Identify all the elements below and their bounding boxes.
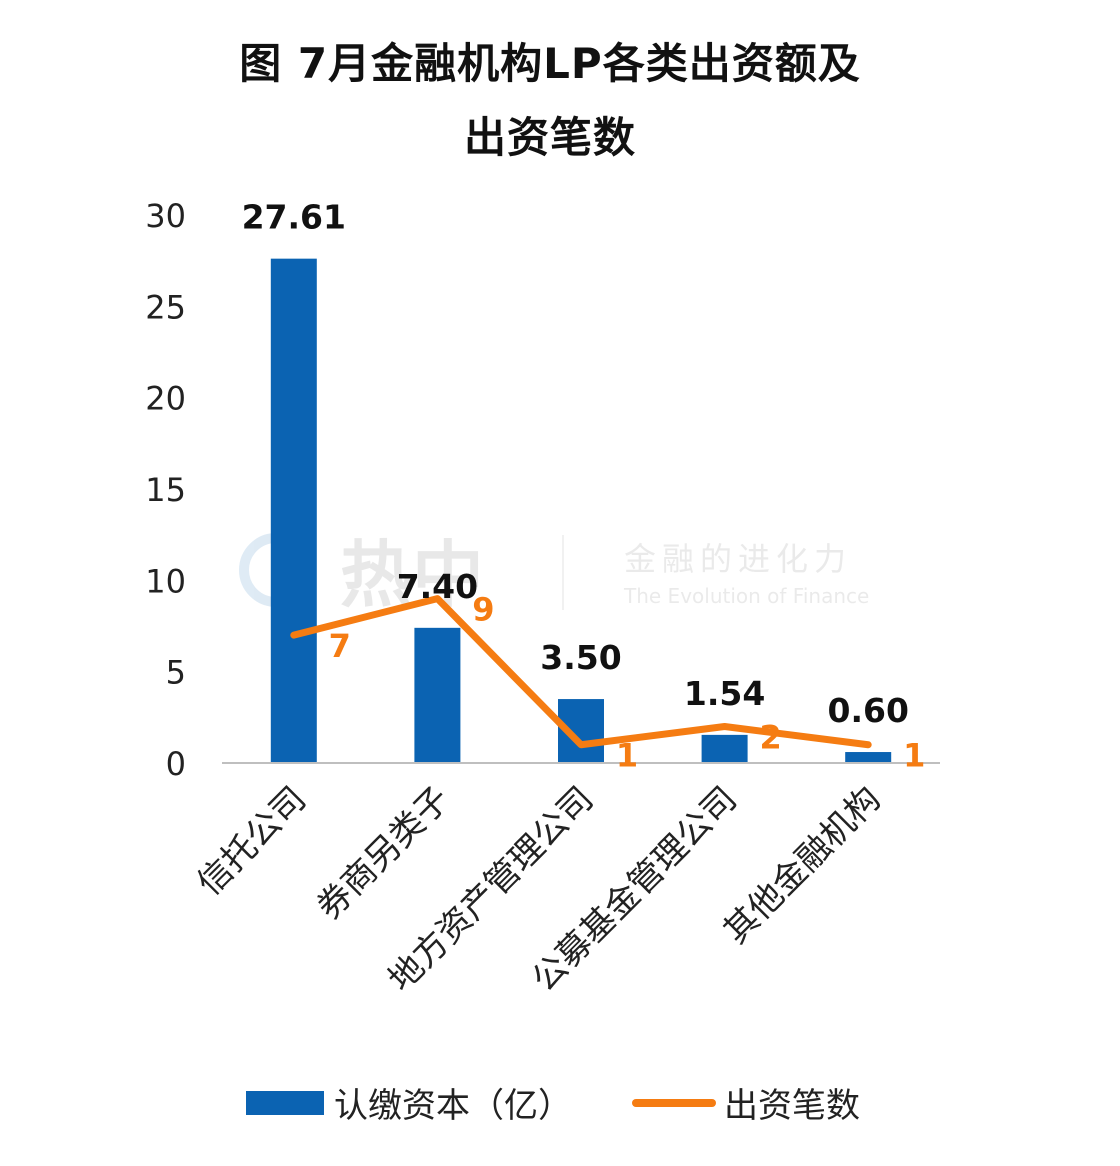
x-tick-label: 券商另类子 [309, 779, 457, 927]
bar [701, 734, 748, 763]
line-series [290, 595, 872, 749]
y-tick-label: 30 [145, 197, 186, 235]
watermark: 热中 金融的进化力 The Evolution of Finance [239, 533, 869, 617]
watermark-tagline: 金融的进化力 [624, 540, 852, 578]
line-data-label: 1 [903, 737, 925, 775]
bar-data-label: 27.61 [242, 198, 346, 237]
bar-data-label: 0.60 [827, 691, 908, 730]
legend-line-label: 出资笔数 [724, 1086, 860, 1126]
line-data-label: 1 [616, 737, 638, 775]
y-tick-label: 0 [166, 745, 186, 783]
bar [414, 627, 461, 763]
y-tick-label: 25 [145, 288, 186, 326]
line-data-label: 7 [329, 627, 351, 665]
watermark-tagline-en: The Evolution of Finance [623, 584, 869, 608]
bar-series [270, 258, 892, 763]
line-data-label: 9 [472, 591, 494, 629]
bar-data-label: 1.54 [684, 674, 765, 713]
chart-title-line-1: 图 7月金融机构LP各类出资额及 [239, 39, 861, 88]
legend-bar-swatch [246, 1090, 324, 1115]
x-tick-label: 信托公司 [190, 779, 314, 903]
y-tick-label: 15 [145, 471, 186, 509]
legend: 认缴资本（亿） 出资笔数 [246, 1078, 860, 1127]
bar-data-label: 7.40 [397, 567, 478, 606]
legend-item-line: 出资笔数 [632, 1078, 860, 1127]
y-tick-label: 10 [145, 562, 186, 600]
y-axis: 0 5 10 15 20 25 30 [145, 197, 186, 783]
chart-title-line-2: 出资笔数 [463, 113, 636, 162]
line-data-label: 2 [759, 718, 781, 756]
legend-bar-label: 认缴资本（亿） [334, 1086, 572, 1126]
legend-line-swatch [632, 1098, 716, 1107]
y-tick-label: 20 [145, 380, 186, 418]
bar [270, 258, 317, 763]
legend-item-bar: 认缴资本（亿） [246, 1078, 572, 1127]
bar-data-label: 3.50 [540, 638, 621, 677]
bar [845, 752, 892, 763]
line-data-labels: 7 9 1 2 1 [329, 591, 926, 775]
chart-area: 热中 金融的进化力 The Evolution of Finance 0 5 10 1… [145, 197, 940, 1000]
y-tick-label: 5 [166, 654, 186, 692]
bar-data-labels: 27.61 7.40 3.50 1.54 0.60 [242, 198, 909, 730]
